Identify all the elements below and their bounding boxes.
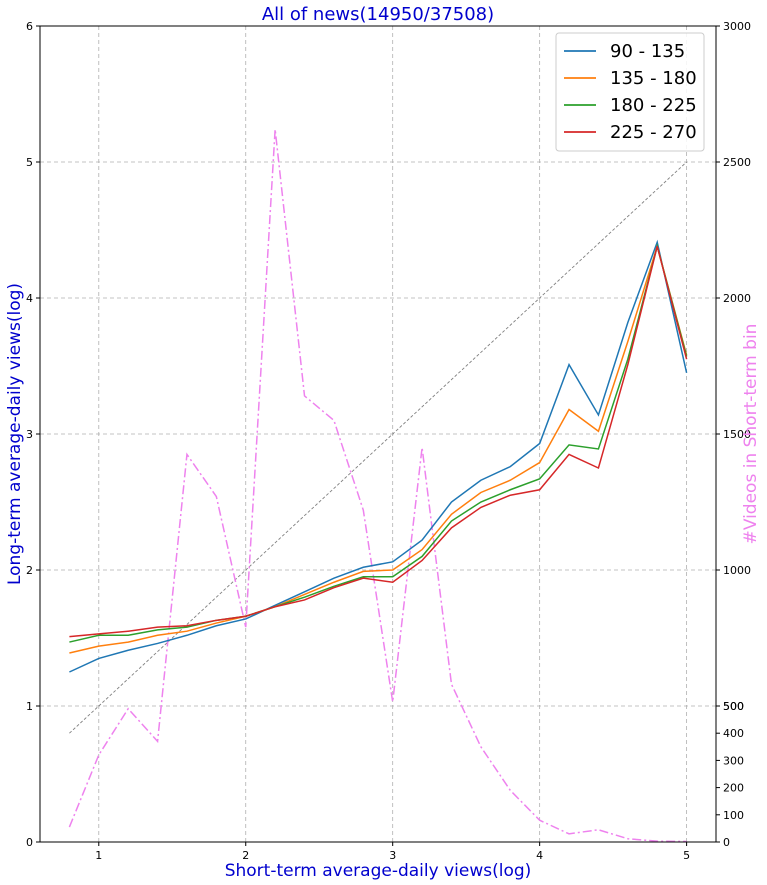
- y2-tick-label: 100: [723, 809, 744, 822]
- y2-tick-label: 0: [723, 836, 730, 849]
- legend-label: 225 - 270: [610, 122, 697, 143]
- chart-title: All of news(14950/37508): [262, 4, 494, 25]
- y2-tick-label: 1000: [723, 564, 751, 577]
- x-axis-label: Short-term average-daily views(log): [225, 861, 532, 881]
- legend-label: 180 - 225: [610, 95, 697, 116]
- count-series-line: [68, 129, 687, 843]
- x-tick-label: 1: [95, 849, 102, 862]
- series-layer: [69, 239, 688, 673]
- reference-diagonal-line: [69, 161, 687, 734]
- y-tick-label: 0: [26, 836, 33, 849]
- y-tick-label: 1: [26, 700, 33, 713]
- x-tick-label: 5: [683, 849, 690, 862]
- x-tick-label: 3: [389, 849, 396, 862]
- y-axis-label: Long-term average-daily views(log): [5, 283, 25, 585]
- legend-label: 90 - 135: [610, 41, 685, 62]
- reference-line-layer: [69, 161, 687, 734]
- y2-tick-label: 500: [723, 700, 744, 713]
- y2-tick-label: 200: [723, 782, 744, 795]
- y2-tick-label: 1500: [723, 428, 751, 441]
- legend-box: [555, 32, 705, 152]
- y2-tick-label: 300: [723, 754, 744, 767]
- y-tick-label: 6: [26, 20, 33, 33]
- y-axis-ticks: 0 1 2 3 4 5 6: [26, 20, 40, 849]
- count-series-layer: [68, 129, 687, 843]
- y2-tick-label: 2000: [723, 292, 751, 305]
- legend-label: 135 - 180: [610, 68, 697, 89]
- y2-tick-label: 400: [723, 727, 744, 740]
- series-line-1: [69, 239, 688, 673]
- y-tick-label: 3: [26, 428, 33, 441]
- y2-tick-label: 2500: [723, 156, 751, 169]
- series-line-2: [69, 243, 688, 654]
- series-line-4: [69, 246, 688, 638]
- y-tick-label: 2: [26, 564, 33, 577]
- series-line-3: [69, 243, 688, 643]
- legend: 90 - 135 135 - 180 180 - 225 225 - 270: [555, 32, 705, 152]
- y2-tick-label: 3000: [723, 20, 751, 33]
- y-tick-label: 5: [26, 156, 33, 169]
- grid: [40, 26, 716, 842]
- y2-axis-label: #Videos in Short-term bin: [741, 324, 761, 545]
- x-axis-ticks: 1 2 3 4 5: [95, 842, 690, 862]
- y2-tick-label: 500: [723, 700, 744, 713]
- x-tick-label: 2: [242, 849, 249, 862]
- x-tick-label: 4: [536, 849, 543, 862]
- y-tick-label: 4: [26, 292, 33, 305]
